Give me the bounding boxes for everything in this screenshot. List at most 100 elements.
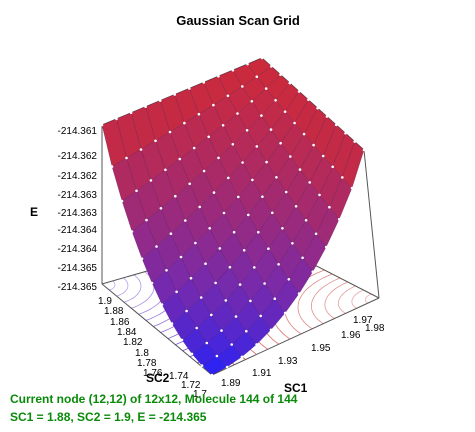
grid-node [120, 199, 124, 203]
contour-line [109, 280, 116, 291]
grid-node [173, 93, 176, 96]
z-tick-label: -214.365 [58, 282, 98, 293]
grid-node [321, 154, 325, 158]
grid-node [316, 106, 319, 110]
grid-node [205, 341, 209, 345]
z-tick-label: -214.364 [58, 225, 98, 236]
grid-node [271, 211, 274, 215]
grid-node [100, 123, 104, 127]
grid-node [362, 148, 366, 152]
grid-node [283, 311, 287, 315]
grid-node [204, 262, 207, 266]
grid-node [198, 205, 201, 209]
grid-node [261, 195, 264, 198]
grid-node [212, 103, 215, 107]
grid-node [344, 132, 347, 135]
grid-node [174, 194, 177, 198]
grid-node [202, 169, 206, 173]
grid-node [212, 191, 216, 194]
grid-node [238, 283, 242, 286]
grid-node [325, 115, 329, 118]
grid-node [226, 94, 230, 98]
grid-node [224, 299, 228, 302]
status-coordinates: SC1 = 1.88, SC2 = 1.9, E = -214.365 [10, 410, 207, 424]
y-tick-label: 1.74 [169, 371, 189, 382]
grid-node [301, 256, 304, 260]
grid-node [264, 87, 268, 90]
grid-node [273, 297, 277, 301]
grid-node [168, 130, 172, 134]
grid-node [236, 112, 239, 115]
grid-node [281, 227, 284, 230]
grid-node [250, 100, 254, 103]
grid-node [189, 276, 193, 280]
grid-nodes [100, 56, 366, 377]
grid-node [269, 328, 273, 332]
grid-node [279, 141, 282, 145]
y-axis-label: SC2 [146, 371, 170, 385]
grid-node [139, 148, 143, 151]
grid-node [283, 110, 287, 113]
grid-node [277, 263, 280, 266]
x-tick-label: 1.91 [252, 368, 272, 379]
x-axis-label: SC1 [284, 381, 308, 395]
grid-node [110, 165, 114, 168]
grid-node [241, 85, 244, 88]
grid-node [202, 81, 206, 84]
grid-node [297, 90, 301, 93]
contour-line [297, 273, 333, 330]
y-tick-label: 1.86 [110, 317, 130, 328]
grid-node [284, 190, 288, 194]
x-tick-label: 1.89 [221, 378, 241, 389]
grid-node [158, 99, 162, 102]
grid-node [160, 303, 164, 306]
grid-node [289, 155, 292, 158]
grid-node [188, 182, 191, 186]
grid-node [150, 281, 154, 285]
contour-line [365, 293, 372, 304]
y-tick-label: 1.8 [135, 348, 149, 359]
grid-node [294, 205, 298, 208]
grid-node [175, 290, 178, 294]
grid-node [350, 186, 354, 190]
grid-node [255, 145, 259, 148]
contour-line [123, 274, 142, 303]
y-axis-ticks: 1.9 1.88 1.86 1.84 1.82 1.8 1.78 1.76 1.… [98, 296, 207, 400]
grid-node [218, 247, 222, 250]
z-axis-ticks: -214.361 -214.362 -214.362 -214.363 -214… [58, 126, 98, 293]
grid-node [214, 281, 217, 285]
z-tick-label: -214.365 [58, 263, 98, 274]
grid-node [291, 242, 294, 245]
grid-node [220, 329, 223, 332]
grid-node [269, 128, 273, 131]
contour-line [310, 277, 341, 325]
x-axis-ticks: 1.89 1.91 1.93 1.95 1.96 1.97 1.98 [221, 315, 385, 389]
grid-node [230, 343, 233, 346]
grid-node [324, 245, 328, 249]
grid-node [247, 213, 250, 217]
grid-node [210, 373, 214, 377]
y-tick-label: 1.72 [181, 380, 201, 391]
y-tick-label: 1.78 [137, 358, 157, 369]
grid-node [334, 123, 338, 127]
y-tick-label: 1.76 [143, 368, 163, 379]
grid-node [140, 257, 144, 261]
x-tick-label: 1.95 [311, 343, 331, 354]
x-tick-label: 1.97 [353, 315, 373, 326]
grid-node [241, 161, 244, 164]
grid-node [231, 143, 235, 146]
grid-node [194, 241, 197, 245]
grid-node [185, 309, 188, 313]
grid-node [208, 227, 211, 230]
grid-node [253, 266, 256, 269]
grid-node [217, 156, 220, 160]
x-tick-label: 1.96 [341, 330, 361, 341]
x-tick-label: 1.93 [278, 356, 298, 367]
z-tick-label: -214.363 [58, 208, 98, 219]
contour-line [116, 277, 129, 297]
grid-node [169, 232, 173, 235]
y-tick-label: 1.84 [117, 327, 137, 338]
grid-node [165, 269, 168, 272]
grid-node [298, 168, 302, 171]
